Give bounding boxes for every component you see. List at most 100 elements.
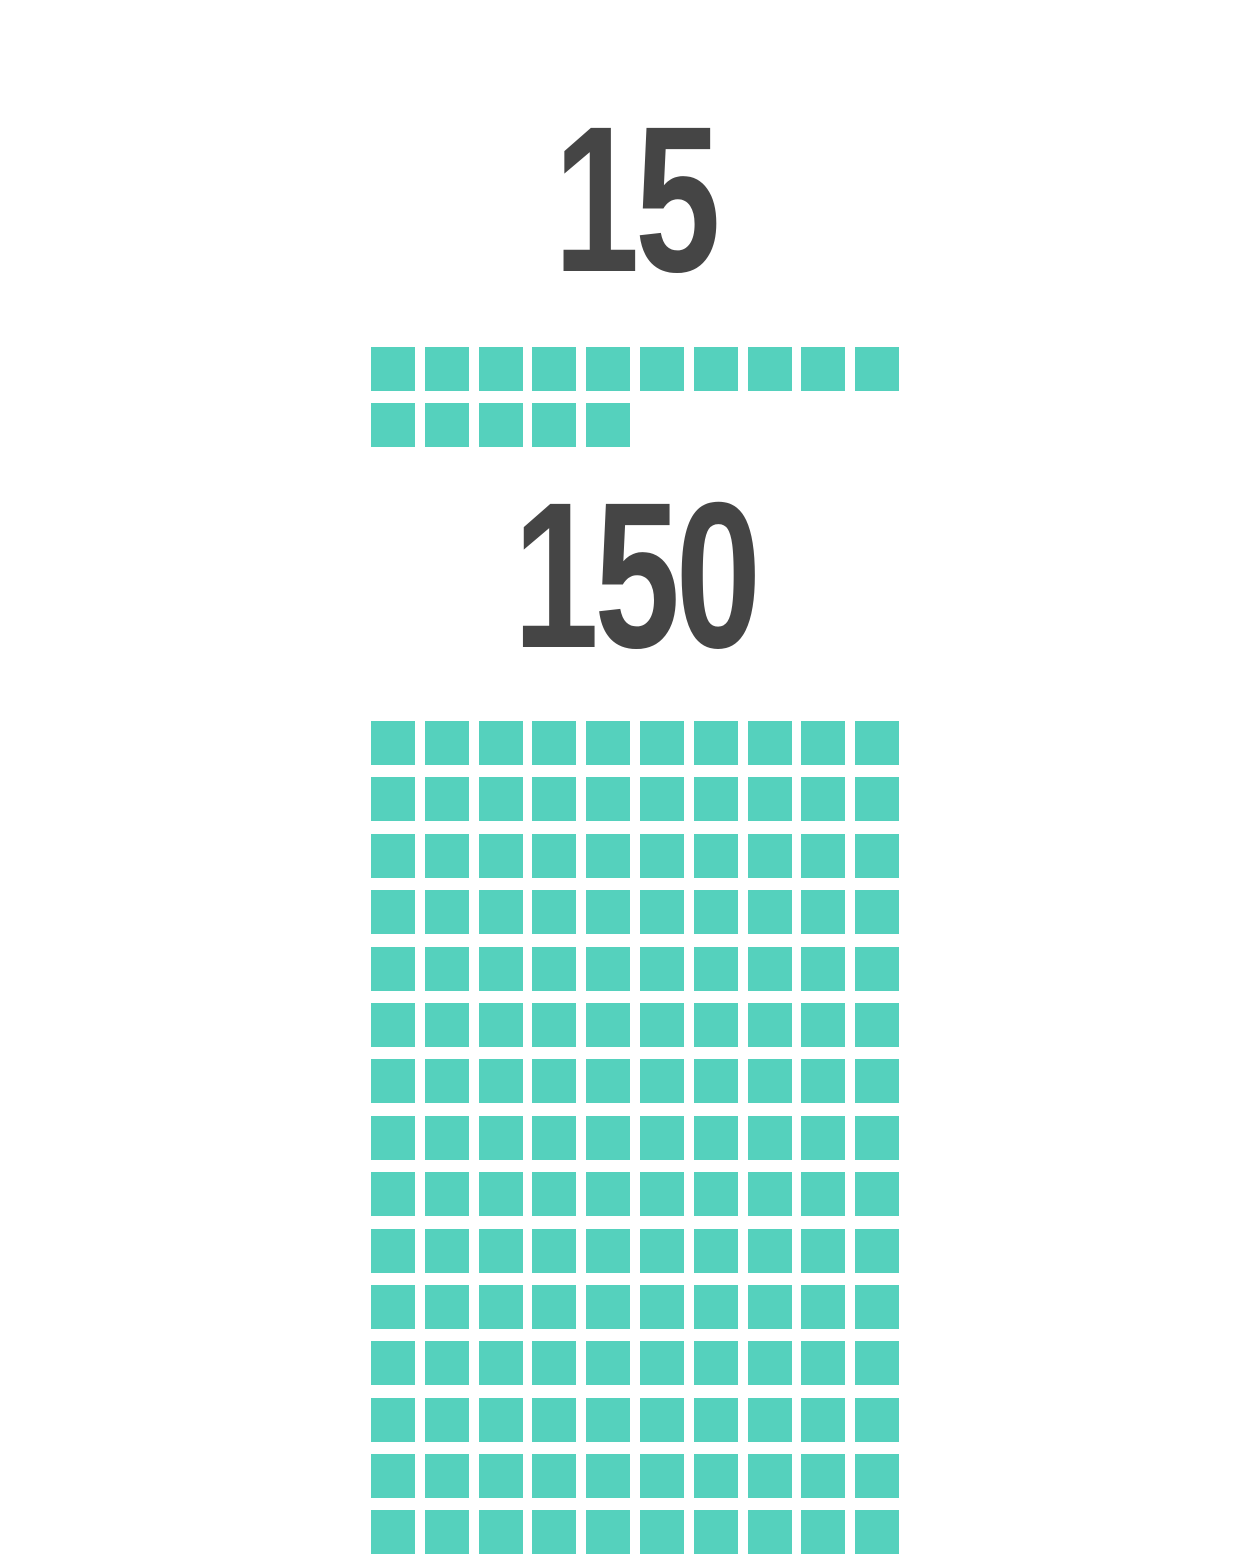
unit-square (478, 403, 523, 448)
unit-square (855, 1397, 900, 1442)
unit-square (855, 777, 900, 822)
unit-square (478, 1510, 523, 1555)
unit-square (693, 833, 738, 878)
unit-square (424, 1454, 469, 1499)
unit-square (693, 777, 738, 822)
unit-square (424, 403, 469, 448)
unit-square (639, 721, 684, 765)
unit-square (801, 833, 846, 878)
unit-square (747, 1228, 792, 1273)
unit-square (801, 1115, 846, 1160)
unit-square (855, 1172, 900, 1217)
unit-square (532, 403, 577, 448)
unit-square (371, 1510, 415, 1555)
unit-square (371, 777, 415, 822)
unit-square (586, 777, 631, 822)
unit-square (639, 1115, 684, 1160)
unit-square (478, 1397, 523, 1442)
unit-square (855, 1510, 900, 1555)
unit-square (478, 1228, 523, 1273)
unit-square (478, 777, 523, 822)
unit-square (747, 890, 792, 935)
unit-square (639, 1002, 684, 1047)
unit-square (801, 1510, 846, 1555)
unit-square (801, 1341, 846, 1386)
unit-square (586, 1115, 631, 1160)
unit-square (424, 1059, 469, 1104)
unit-square (532, 1059, 577, 1104)
unit-square (532, 833, 577, 878)
unit-square (478, 1172, 523, 1217)
unit-square (371, 1228, 415, 1273)
unit-square (371, 721, 415, 765)
unit-square (586, 721, 631, 765)
unit-square (693, 1115, 738, 1160)
unit-square (478, 1002, 523, 1047)
unit-square (478, 946, 523, 991)
unit-square (639, 1059, 684, 1104)
unit-square (747, 721, 792, 765)
unit-square (639, 946, 684, 991)
unit-square (371, 1002, 415, 1047)
unit-square (639, 1228, 684, 1273)
unit-square (801, 890, 846, 935)
unit-square (424, 1115, 469, 1160)
unit-square (532, 1454, 577, 1499)
unit-square (801, 347, 846, 391)
unit-square (371, 946, 415, 991)
unit-square (371, 890, 415, 935)
unit-square (424, 721, 469, 765)
unit-square (855, 833, 900, 878)
unit-square (532, 946, 577, 991)
unit-square (371, 1454, 415, 1499)
unit-square (424, 1228, 469, 1273)
unit-square (532, 777, 577, 822)
unit-square (639, 833, 684, 878)
unit-square (639, 1454, 684, 1499)
unit-grid-150 (371, 721, 900, 1555)
unit-square (747, 1454, 792, 1499)
unit-square (424, 1002, 469, 1047)
unit-square (855, 890, 900, 935)
unit-square (693, 1510, 738, 1555)
unit-square (532, 1228, 577, 1273)
unit-square (371, 403, 415, 448)
unit-square (693, 1059, 738, 1104)
unit-square (586, 403, 631, 448)
unit-square (586, 1341, 631, 1386)
unit-square (424, 1397, 469, 1442)
unit-square (532, 1510, 577, 1555)
unit-square (532, 1284, 577, 1329)
unit-square (424, 777, 469, 822)
unit-square (532, 347, 577, 391)
unit-square (586, 1284, 631, 1329)
unit-square (855, 1228, 900, 1273)
unit-square (639, 347, 684, 391)
unit-square (532, 1115, 577, 1160)
unit-square (639, 1341, 684, 1386)
unit-square (801, 1172, 846, 1217)
unit-square (747, 1115, 792, 1160)
unit-square (801, 1397, 846, 1442)
unit-square (586, 1172, 631, 1217)
unit-square (693, 1284, 738, 1329)
unit-square (693, 721, 738, 765)
unit-square (747, 1510, 792, 1555)
unit-square (693, 1172, 738, 1217)
unit-square (424, 1341, 469, 1386)
unit-square (639, 1397, 684, 1442)
unit-square (855, 1341, 900, 1386)
unit-square (586, 1510, 631, 1555)
unit-square (478, 833, 523, 878)
unit-square (693, 946, 738, 991)
unit-square (371, 347, 415, 391)
unit-square (639, 1510, 684, 1555)
unit-square (855, 1284, 900, 1329)
unit-square (639, 1172, 684, 1217)
unit-square (371, 1341, 415, 1386)
unit-square (801, 721, 846, 765)
unit-square (478, 890, 523, 935)
unit-square (478, 1115, 523, 1160)
unit-square (532, 1002, 577, 1047)
unit-square (532, 1172, 577, 1217)
